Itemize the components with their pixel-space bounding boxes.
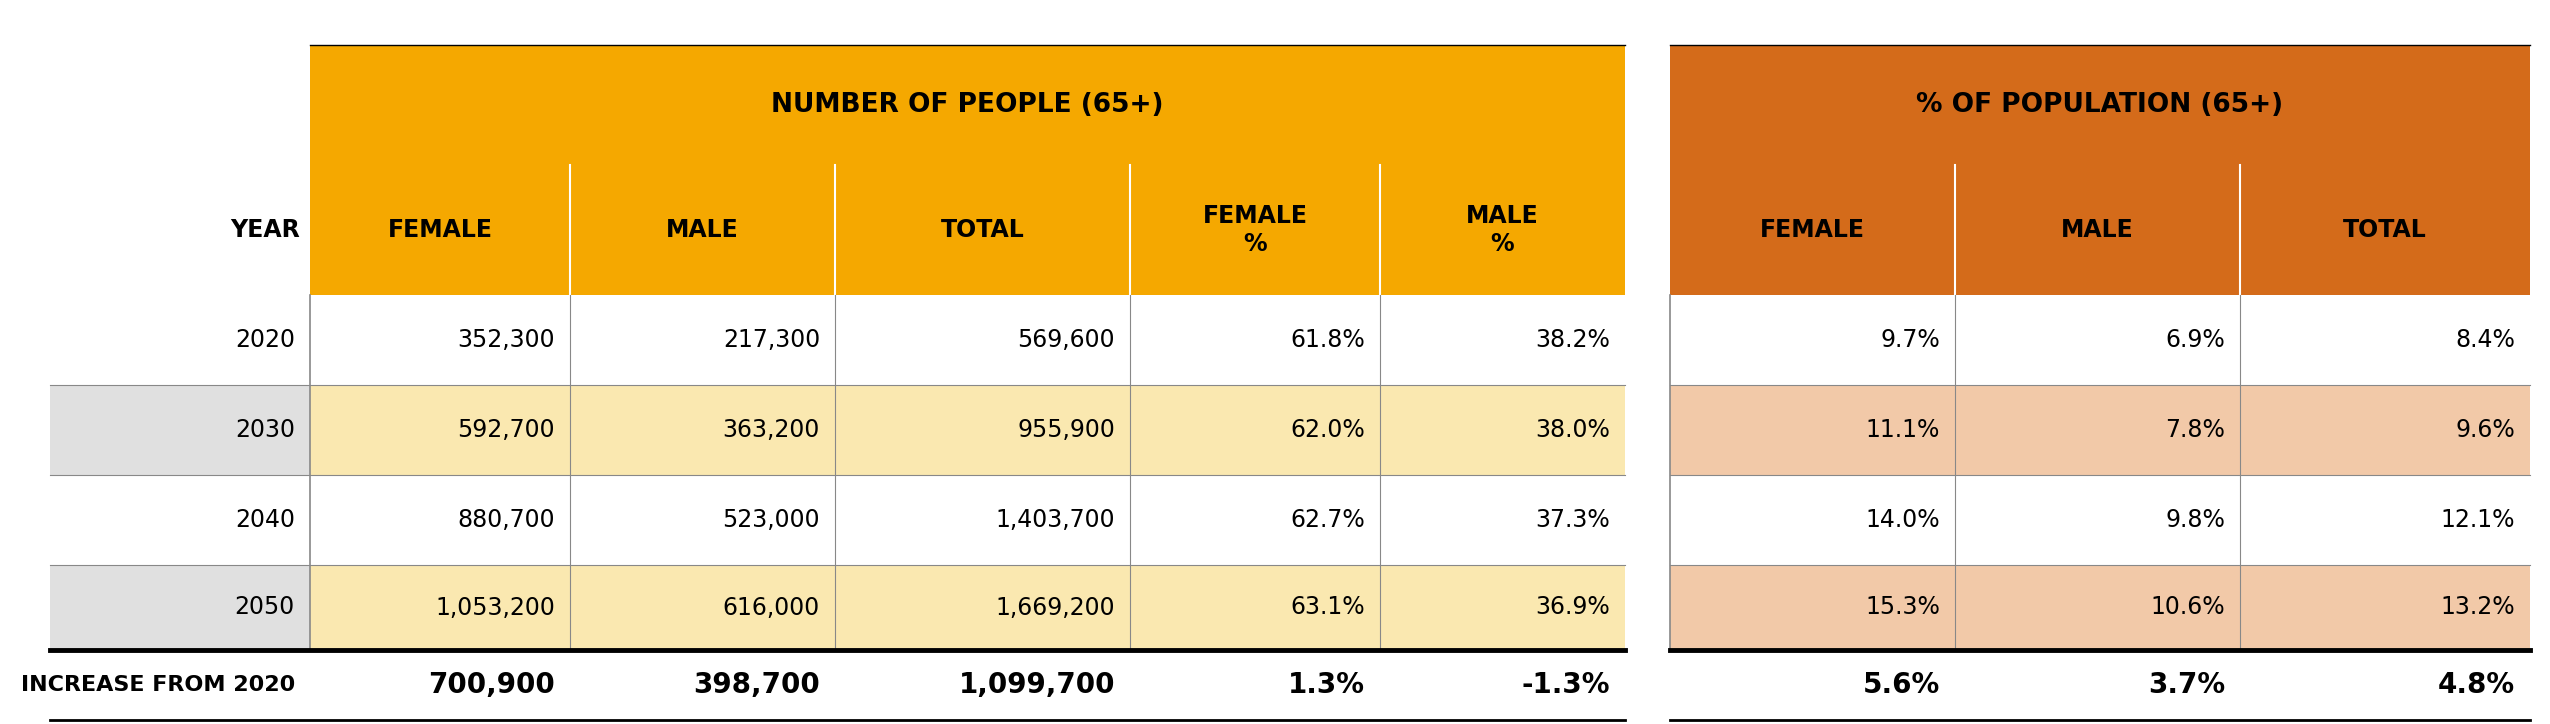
Text: YEAR: YEAR <box>230 218 301 242</box>
Text: 63.1%: 63.1% <box>1290 596 1364 620</box>
Text: 5.6%: 5.6% <box>1862 671 1941 699</box>
Text: 352,300: 352,300 <box>456 328 556 352</box>
Text: 15.3%: 15.3% <box>1864 596 1941 620</box>
Text: 1,053,200: 1,053,200 <box>436 596 556 620</box>
FancyBboxPatch shape <box>311 385 1624 475</box>
Text: 3.7%: 3.7% <box>2147 671 2226 699</box>
Text: 10.6%: 10.6% <box>2150 596 2226 620</box>
Text: 2050: 2050 <box>235 596 296 620</box>
Text: INCREASE FROM 2020: INCREASE FROM 2020 <box>20 675 296 695</box>
Text: 1,403,700: 1,403,700 <box>994 508 1114 532</box>
FancyBboxPatch shape <box>311 475 1624 565</box>
FancyBboxPatch shape <box>51 295 311 385</box>
Text: 62.0%: 62.0% <box>1290 418 1364 442</box>
Text: 880,700: 880,700 <box>456 508 556 532</box>
Text: 523,000: 523,000 <box>722 508 821 532</box>
FancyBboxPatch shape <box>1670 385 2530 475</box>
Text: 12.1%: 12.1% <box>2440 508 2514 532</box>
Text: 217,300: 217,300 <box>722 328 821 352</box>
FancyBboxPatch shape <box>1670 165 2530 295</box>
Text: 38.2%: 38.2% <box>1535 328 1609 352</box>
FancyBboxPatch shape <box>311 45 1624 165</box>
Text: % OF POPULATION (65+): % OF POPULATION (65+) <box>1918 92 2285 118</box>
Text: 2020: 2020 <box>235 328 296 352</box>
Text: 592,700: 592,700 <box>456 418 556 442</box>
Text: 38.0%: 38.0% <box>1535 418 1609 442</box>
Text: 569,600: 569,600 <box>1017 328 1114 352</box>
Text: 6.9%: 6.9% <box>2165 328 2226 352</box>
FancyBboxPatch shape <box>51 385 311 475</box>
Text: 62.7%: 62.7% <box>1290 508 1364 532</box>
Text: 8.4%: 8.4% <box>2456 328 2514 352</box>
Text: 36.9%: 36.9% <box>1535 596 1609 620</box>
Text: 9.6%: 9.6% <box>2456 418 2514 442</box>
Text: 7.8%: 7.8% <box>2165 418 2226 442</box>
FancyBboxPatch shape <box>51 650 1624 720</box>
Text: MALE
%: MALE % <box>1466 204 1538 256</box>
Text: 363,200: 363,200 <box>722 418 821 442</box>
FancyBboxPatch shape <box>51 565 311 650</box>
Text: 4.8%: 4.8% <box>2438 671 2514 699</box>
Text: FEMALE: FEMALE <box>1759 218 1864 242</box>
FancyBboxPatch shape <box>1670 475 2530 565</box>
FancyBboxPatch shape <box>311 565 1624 650</box>
Text: MALE: MALE <box>666 218 740 242</box>
Text: 9.8%: 9.8% <box>2165 508 2226 532</box>
Text: FEMALE
%: FEMALE % <box>1204 204 1308 256</box>
FancyBboxPatch shape <box>311 165 1624 295</box>
Text: 398,700: 398,700 <box>694 671 821 699</box>
Text: 11.1%: 11.1% <box>1867 418 1941 442</box>
Text: 61.8%: 61.8% <box>1290 328 1364 352</box>
Text: 37.3%: 37.3% <box>1535 508 1609 532</box>
Text: TOTAL: TOTAL <box>2343 218 2428 242</box>
Text: 1,669,200: 1,669,200 <box>994 596 1114 620</box>
FancyBboxPatch shape <box>51 475 311 565</box>
Text: 1.3%: 1.3% <box>1288 671 1364 699</box>
Text: 955,900: 955,900 <box>1017 418 1114 442</box>
Text: 616,000: 616,000 <box>722 596 821 620</box>
FancyBboxPatch shape <box>311 295 1624 385</box>
FancyBboxPatch shape <box>1670 295 2530 385</box>
Text: 2030: 2030 <box>235 418 296 442</box>
FancyBboxPatch shape <box>1670 565 2530 650</box>
Text: MALE: MALE <box>2060 218 2134 242</box>
Text: NUMBER OF PEOPLE (65+): NUMBER OF PEOPLE (65+) <box>770 92 1163 118</box>
Text: -1.3%: -1.3% <box>1522 671 1609 699</box>
Text: TOTAL: TOTAL <box>941 218 1025 242</box>
Text: 9.7%: 9.7% <box>1879 328 1941 352</box>
Text: 1,099,700: 1,099,700 <box>959 671 1114 699</box>
Text: 700,900: 700,900 <box>428 671 556 699</box>
FancyBboxPatch shape <box>1670 650 2530 720</box>
Text: FEMALE: FEMALE <box>388 218 492 242</box>
Text: 14.0%: 14.0% <box>1867 508 1941 532</box>
FancyBboxPatch shape <box>1670 45 2530 165</box>
Text: 13.2%: 13.2% <box>2440 596 2514 620</box>
Text: 2040: 2040 <box>235 508 296 532</box>
